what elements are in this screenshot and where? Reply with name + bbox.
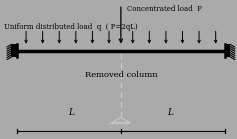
Text: Uniform distributed load  q  ( P=2qL): Uniform distributed load q ( P=2qL) [4, 23, 137, 31]
Text: L: L [168, 108, 174, 117]
Text: Concentrated load  P: Concentrated load P [127, 5, 202, 13]
Text: L: L [68, 108, 74, 117]
Text: Removed column: Removed column [85, 71, 157, 79]
Bar [225, 44, 230, 57]
Bar [11, 44, 17, 57]
